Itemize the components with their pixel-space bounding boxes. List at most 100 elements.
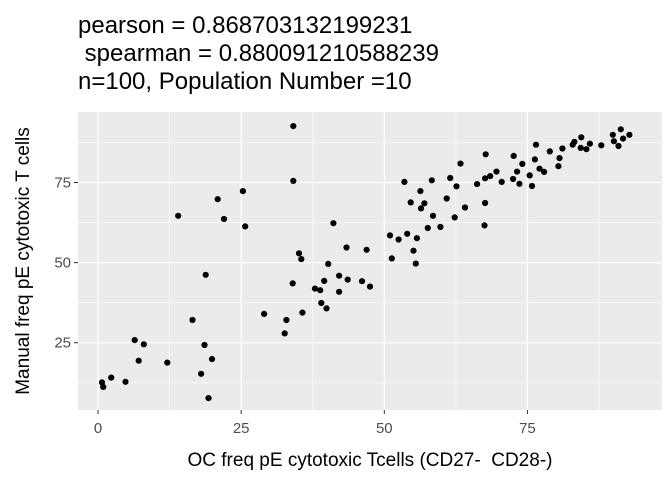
data-point: [407, 199, 414, 206]
data-point: [546, 148, 553, 155]
title-line-2: spearman = 0.880091210588239: [78, 40, 439, 67]
data-point: [261, 310, 268, 317]
grid-major-lines: [78, 112, 662, 410]
data-point: [242, 223, 249, 230]
data-point: [298, 256, 305, 263]
data-point: [325, 260, 332, 267]
data-point: [295, 250, 303, 257]
data-point: [366, 283, 374, 290]
data-point: [290, 123, 297, 130]
data-point: [290, 177, 297, 184]
y-tick-label: 75: [54, 174, 71, 191]
data-point: [509, 175, 517, 183]
data-point: [323, 305, 330, 312]
data-point: [336, 272, 343, 279]
data-point: [388, 255, 395, 262]
data-point: [482, 199, 489, 207]
data-point: [598, 142, 605, 149]
data-point: [617, 126, 624, 133]
data-point: [164, 359, 171, 366]
data-point: [321, 277, 328, 284]
data-point: [424, 224, 431, 232]
title-line-3: n=100, Population Number =10: [78, 68, 412, 95]
data-point: [429, 212, 437, 219]
title-line-1: pearson = 0.868703132199231: [78, 12, 412, 39]
data-point: [135, 357, 142, 364]
data-point: [519, 160, 526, 167]
data-point: [493, 168, 500, 175]
data-point: [410, 247, 417, 254]
y-axis-ticks: 25 50 75: [54, 174, 78, 352]
x-tick-label: 25: [233, 420, 250, 437]
data-point: [363, 246, 370, 253]
data-point: [214, 196, 221, 203]
y-tick-label: 25: [54, 335, 71, 352]
data-point: [531, 156, 539, 163]
data-point: [386, 232, 394, 239]
data-point: [610, 138, 618, 145]
x-axis-title: OC freq pE cytotoxic Tcells (CD27- CD28-…: [188, 450, 553, 471]
data-point: [526, 172, 533, 179]
data-point: [528, 182, 536, 190]
data-point: [395, 236, 402, 243]
data-point: [140, 341, 147, 348]
data-point: [555, 163, 562, 170]
data-point: [358, 278, 366, 285]
data-point: [343, 244, 350, 251]
data-point: [344, 276, 351, 283]
data-point: [541, 168, 548, 175]
data-point: [578, 134, 585, 141]
data-point: [443, 195, 450, 202]
data-point: [198, 370, 205, 377]
data-point: [208, 356, 216, 363]
x-tick-label: 0: [94, 420, 102, 437]
data-point: [299, 309, 306, 316]
data-point: [571, 138, 578, 145]
data-point: [556, 155, 563, 162]
data-point: [609, 131, 616, 138]
data-point: [318, 299, 325, 307]
data-point: [283, 316, 290, 324]
data-point: [108, 374, 115, 381]
data-point: [202, 271, 209, 278]
data-point: [239, 188, 246, 195]
data-point: [175, 212, 182, 219]
data-point: [481, 222, 488, 229]
data-point: [453, 183, 460, 190]
data-point: [586, 140, 594, 147]
data-point: [559, 145, 566, 152]
data-point: [421, 200, 428, 207]
data-point: [577, 144, 584, 151]
data-point: [122, 378, 129, 385]
data-point: [189, 316, 196, 324]
x-tick-label: 50: [376, 420, 393, 437]
data-point: [437, 223, 444, 231]
data-point: [514, 168, 521, 175]
data-point: [336, 288, 343, 295]
plot-panel: [78, 112, 662, 410]
data-point: [317, 287, 324, 294]
data-point: [487, 173, 494, 180]
x-axis-ticks: 0 25 50 75: [94, 410, 536, 437]
data-point: [615, 142, 622, 150]
grid-minor-lines: [78, 112, 662, 410]
data-point: [536, 165, 543, 172]
data-point: [205, 395, 212, 402]
data-point: [281, 330, 288, 337]
data-point: [220, 215, 228, 223]
data-point: [620, 135, 627, 142]
data-point: [510, 152, 517, 159]
data-point: [100, 383, 107, 390]
data-point: [401, 178, 408, 185]
data-point: [474, 181, 481, 188]
data-point: [201, 341, 208, 349]
x-tick-label: 75: [519, 420, 536, 437]
data-point: [131, 337, 138, 344]
data-point: [330, 220, 337, 227]
y-axis-title: Manual freq pE cytotoxic T cells: [13, 127, 34, 395]
data-point: [447, 174, 454, 182]
data-point: [412, 260, 419, 267]
data-point: [428, 177, 435, 184]
data-point: [451, 214, 458, 221]
